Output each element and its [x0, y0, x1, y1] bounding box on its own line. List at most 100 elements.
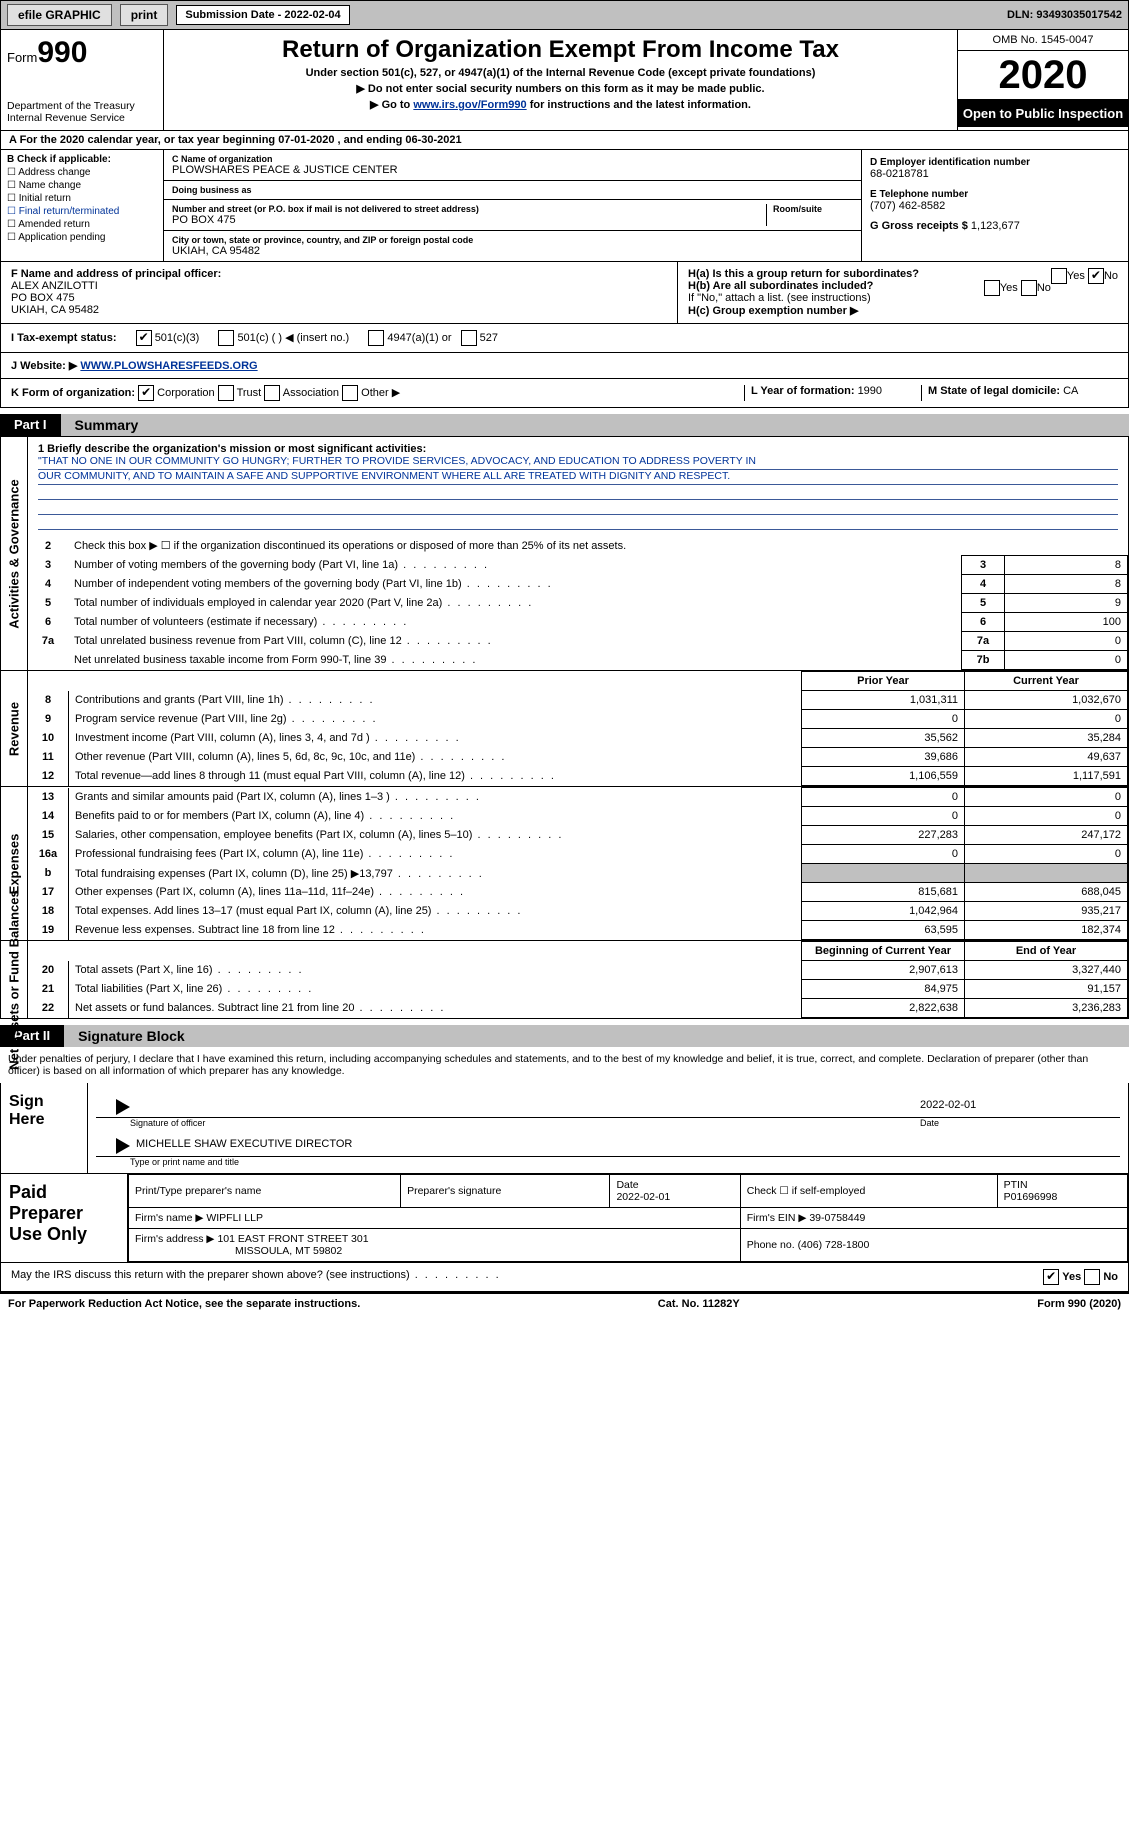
chk-corp[interactable]: [138, 385, 154, 401]
chk-4947[interactable]: [368, 330, 384, 346]
row-k: K Form of organization: Corporation Trus…: [0, 379, 1129, 408]
end-val: 91,157: [965, 980, 1128, 999]
phone-value: (707) 462-8582: [870, 200, 945, 212]
firm-phone: Phone no. (406) 728-1800: [740, 1229, 1127, 1262]
paid-preparer-block: Paid Preparer Use Only Print/Type prepar…: [0, 1174, 1129, 1263]
governance-table: 2 Check this box ▶ ☐ if the organization…: [28, 536, 1128, 670]
line-num: 13: [28, 788, 69, 807]
line-desc: Total liabilities (Part X, line 26): [69, 980, 802, 999]
current-year-val: [965, 864, 1128, 883]
typed-name-label: Type or print name and title: [96, 1157, 1120, 1167]
prep-self-emp[interactable]: Check ☐ if self-employed: [740, 1175, 997, 1208]
line-num: 19: [28, 921, 69, 940]
prior-year-val: [802, 864, 965, 883]
line-desc: Total revenue—add lines 8 through 11 (mu…: [69, 767, 802, 786]
chk-501c[interactable]: [218, 330, 234, 346]
side-gov: Activities & Governance: [7, 479, 22, 629]
firm-addr: Firm's address ▶ 101 EAST FRONT STREET 3…: [129, 1229, 741, 1262]
print-button[interactable]: print: [120, 4, 169, 26]
prior-year-val: 227,283: [802, 826, 965, 845]
current-year-val: 935,217: [965, 902, 1128, 921]
current-year-val: 35,284: [965, 729, 1128, 748]
line-desc: Program service revenue (Part VIII, line…: [69, 710, 802, 729]
officer-addr1: PO BOX 475: [11, 292, 75, 304]
current-year-val: 1,032,670: [965, 691, 1128, 710]
line-num: 18: [28, 902, 69, 921]
line-box-val: 0: [1005, 632, 1128, 651]
line-desc: Number of independent voting members of …: [68, 575, 962, 594]
line-box-num: 5: [962, 594, 1005, 613]
line-num: 17: [28, 883, 69, 902]
note-ssn: ▶ Do not enter social security numbers o…: [174, 82, 947, 95]
chk-assoc[interactable]: [264, 385, 280, 401]
instructions-link[interactable]: www.irs.gov/Form990: [413, 99, 526, 111]
current-year-val: 182,374: [965, 921, 1128, 940]
line-desc: Total expenses. Add lines 13–17 (must eq…: [69, 902, 802, 921]
current-year-val: 49,637: [965, 748, 1128, 767]
line-desc: Revenue less expenses. Subtract line 18 …: [69, 921, 802, 940]
prior-year-val: 1,031,311: [802, 691, 965, 710]
line-num: 10: [28, 729, 69, 748]
mission-text-1: "THAT NO ONE IN OUR COMMUNITY GO HUNGRY;…: [38, 455, 1118, 470]
sign-date: 2022-02-01: [920, 1099, 1120, 1115]
chk-other[interactable]: [342, 385, 358, 401]
section-revenue: Revenue Prior Year Current Year8 Contrib…: [0, 671, 1129, 787]
prep-name-hdr: Print/Type preparer's name: [129, 1175, 401, 1208]
ein-label: D Employer identification number: [870, 157, 1030, 168]
chk-initial-return[interactable]: ☐ Initial return: [7, 193, 157, 204]
row-j: J Website: ▶ WWW.PLOWSHARESFEEDS.ORG: [0, 353, 1129, 379]
chk-527[interactable]: [461, 330, 477, 346]
sig-date-label: Date: [886, 1118, 1120, 1128]
line-box-val: 8: [1005, 556, 1128, 575]
omb-number: OMB No. 1545-0047: [958, 30, 1128, 51]
line-box-num: 3: [962, 556, 1005, 575]
prior-year-val: 35,562: [802, 729, 965, 748]
line-num: 16a: [28, 845, 69, 864]
may-no[interactable]: [1084, 1269, 1100, 1285]
line-desc: Professional fundraising fees (Part IX, …: [69, 845, 802, 864]
gross-label: G Gross receipts $: [870, 220, 968, 232]
officer-name: ALEX ANZILOTTI: [11, 280, 98, 292]
line-box-num: 7b: [962, 651, 1005, 670]
line-num: 8: [28, 691, 69, 710]
chk-name-change[interactable]: ☐ Name change: [7, 180, 157, 191]
footer-mid: Cat. No. 11282Y: [658, 1298, 740, 1310]
line-desc: Check this box ▶ ☐ if the organization d…: [68, 536, 1128, 556]
chk-final-return[interactable]: ☐ Final return/terminated: [7, 206, 157, 217]
line-desc: Benefits paid to or for members (Part IX…: [69, 807, 802, 826]
line-num: 14: [28, 807, 69, 826]
footer-left: For Paperwork Reduction Act Notice, see …: [8, 1298, 360, 1310]
dept-label: Department of the TreasuryInternal Reven…: [7, 100, 157, 124]
dba-label: Doing business as: [172, 185, 252, 195]
tax-year: 2020: [958, 51, 1128, 100]
section-expenses: Expenses 13 Grants and similar amounts p…: [0, 787, 1129, 941]
beginning-val: 2,822,638: [802, 999, 965, 1018]
chk-trust[interactable]: [218, 385, 234, 401]
hc-label: H(c) Group exemption number ▶: [688, 305, 858, 317]
line-desc: Total number of individuals employed in …: [68, 594, 962, 613]
ha-no[interactable]: [1088, 268, 1104, 284]
line-num: 15: [28, 826, 69, 845]
current-year-val: 247,172: [965, 826, 1128, 845]
hb-yes[interactable]: [984, 280, 1000, 296]
prior-year-val: 0: [802, 788, 965, 807]
chk-amended[interactable]: ☐ Amended return: [7, 219, 157, 230]
chk-app-pending[interactable]: ☐ Application pending: [7, 232, 157, 243]
chk-501c3[interactable]: [136, 330, 152, 346]
end-year-hdr: End of Year: [965, 942, 1128, 961]
chk-address-change[interactable]: ☐ Address change: [7, 167, 157, 178]
hb-no[interactable]: [1021, 280, 1037, 296]
line-num: b: [28, 864, 69, 883]
line-num: 9: [28, 710, 69, 729]
part-ii-header: Part II Signature Block: [0, 1025, 1129, 1047]
sig-officer-label: Signature of officer: [96, 1118, 886, 1128]
line-desc: Salaries, other compensation, employee b…: [69, 826, 802, 845]
website-link[interactable]: WWW.PLOWSHARESFEEDS.ORG: [80, 360, 257, 372]
may-yes[interactable]: [1043, 1269, 1059, 1285]
prior-year-val: 39,686: [802, 748, 965, 767]
box-f-label: F Name and address of principal officer:: [11, 268, 221, 280]
line-desc: Total fundraising expenses (Part IX, col…: [69, 864, 802, 883]
top-bar: efile GRAPHIC print Submission Date - 20…: [0, 0, 1129, 30]
org-name: PLOWSHARES PEACE & JUSTICE CENTER: [172, 164, 398, 176]
ha-yes[interactable]: [1051, 268, 1067, 284]
